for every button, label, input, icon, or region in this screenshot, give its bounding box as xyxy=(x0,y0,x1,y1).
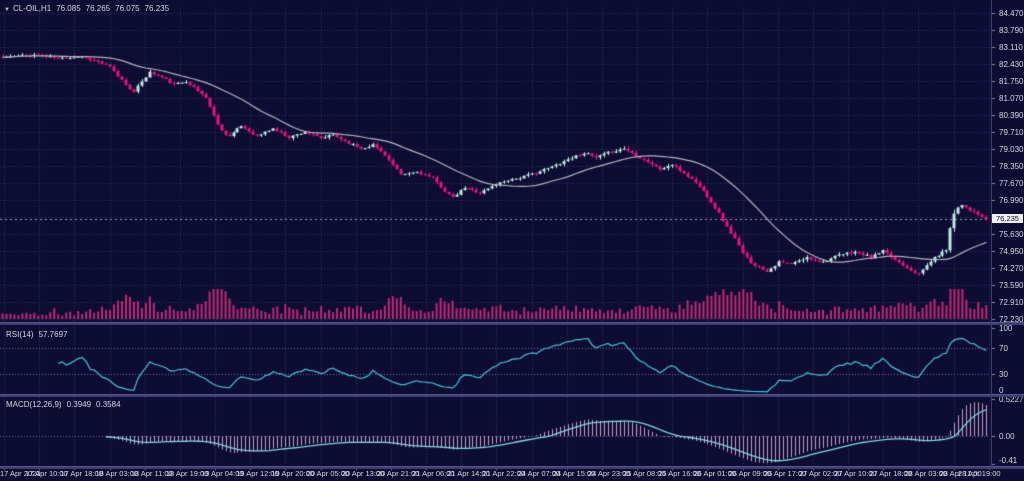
rsi-macd-resize-handle[interactable] xyxy=(0,394,1024,397)
time-tick-label: 28 Apr 19:00 xyxy=(958,469,1001,478)
time-tick-label: 26 Apr 09:00 xyxy=(728,469,772,478)
current-price-marker: 76.235 xyxy=(992,214,1023,223)
time-tick-label: 20 Apr 21:00 xyxy=(376,469,420,478)
time-tick-label: 19 Apr 12:00 xyxy=(236,469,279,478)
time-tick-label: 25 Apr 16:00 xyxy=(658,469,701,478)
time-tick-label: 26 Apr 17:00 xyxy=(763,469,807,478)
main-rsi-resize-handle[interactable] xyxy=(0,322,1024,325)
time-tick-label: 25 Apr 08:00 xyxy=(623,469,666,478)
time-tick-label: 26 Apr 01:00 xyxy=(693,469,736,478)
time-tick-label: 18 Apr 03:00 xyxy=(95,469,139,478)
time-tick-label: 18 Apr 11:00 xyxy=(130,469,173,478)
time-scale[interactable]: 17 Apr 2023 17 Apr 10:00 17 Apr 18:00 18 Ap… xyxy=(0,469,1024,481)
time-tick-label: 20 Apr 13:00 xyxy=(341,469,385,478)
time-tick-label: 28 Apr 11:00 xyxy=(939,469,982,478)
time-tick-label: 21 Apr 22:00 xyxy=(482,469,525,478)
time-tick-label: 21 Apr 06:00 xyxy=(412,469,455,478)
time-tick-label: 27 Apr 18:00 xyxy=(869,469,912,478)
current-price-value: 76.235 xyxy=(996,214,1019,223)
time-tick-label: 20 Apr 05:00 xyxy=(306,469,350,478)
time-tick-label: 24 Apr 15:00 xyxy=(552,469,596,478)
time-tick-label: 27 Apr 10:00 xyxy=(834,469,877,478)
time-tick-label: 19 Apr 04:00 xyxy=(201,469,244,478)
time-tick-label: 27 Apr 02:00 xyxy=(798,469,842,478)
chart-timescale-separator xyxy=(0,466,1024,469)
time-tick-label: 28 Apr 03:00 xyxy=(904,469,948,478)
time-tick-label: 18 Apr 19:00 xyxy=(165,469,209,478)
price-scale-border xyxy=(991,0,992,467)
time-tick-label: 19 Apr 20:00 xyxy=(271,469,314,478)
time-tick-label: 24 Apr 23:00 xyxy=(587,469,631,478)
time-tick-label: 24 Apr 07:00 xyxy=(517,469,561,478)
time-tick-label: 17 Apr 2023 xyxy=(0,469,41,478)
time-tick-label: 17 Apr 18:00 xyxy=(60,469,103,478)
time-tick-label: 17 Apr 10:00 xyxy=(25,469,68,478)
time-tick-label: 21 Apr 14:00 xyxy=(447,469,490,478)
